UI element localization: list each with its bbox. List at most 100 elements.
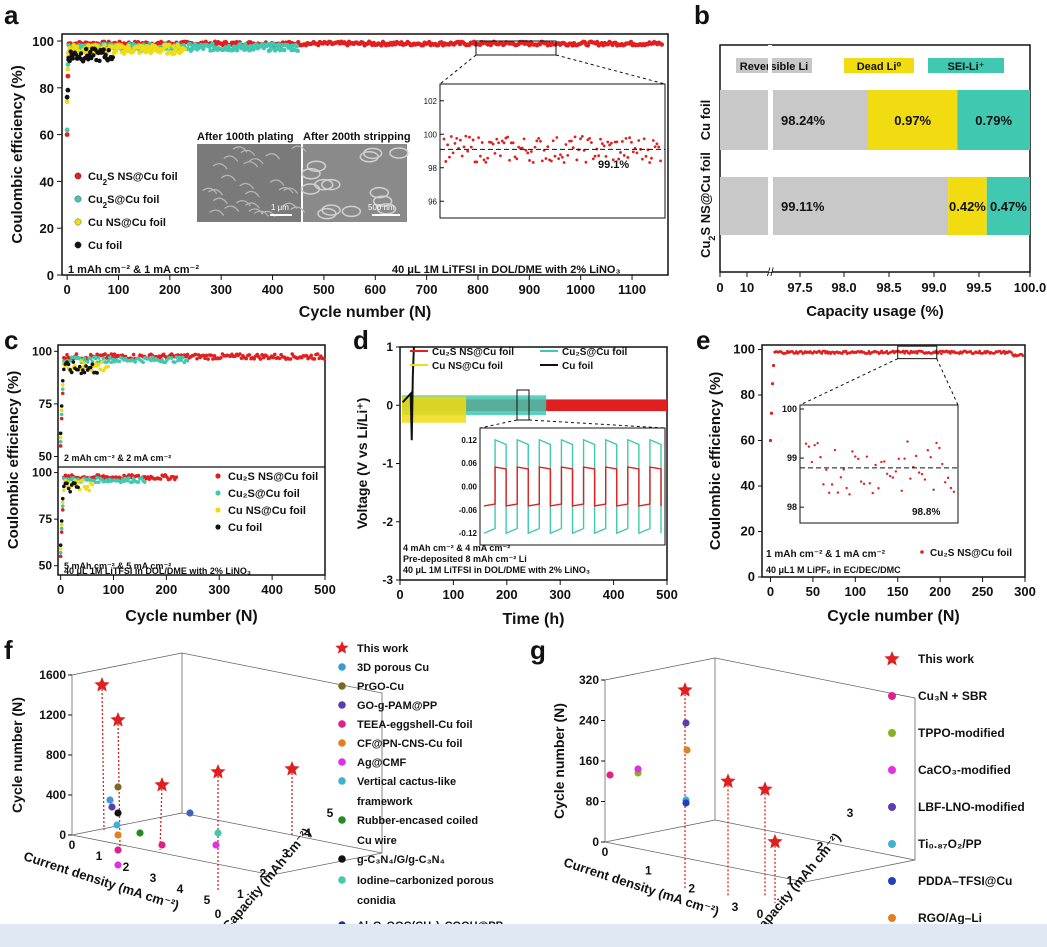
data-point: [1010, 351, 1013, 354]
data-point-3: [76, 368, 80, 372]
plot-frame: [61, 33, 669, 276]
inset-point: [631, 150, 635, 154]
legend-label: Cu NS@Cu foil: [88, 217, 166, 229]
x-tick-label: 97.5: [787, 280, 812, 295]
bar-value-label: 0.42%: [949, 199, 986, 214]
data-point-2: [148, 50, 154, 56]
z-tick-label: 2: [259, 867, 266, 881]
legend-label: Cu₂S NS@Cu foil: [432, 347, 514, 358]
legend-label: Cu2S NS@Cu foil: [88, 171, 178, 187]
inset-tick-label: 0.06: [461, 459, 477, 468]
data-point-this-work: [720, 773, 736, 788]
inset-point: [833, 448, 837, 452]
panel-b: b Reversible Li Dead Li⁰ SEI-Li⁺ // 98.24% 0.…: [690, 0, 1047, 325]
inset-point: [566, 154, 570, 157]
data-point-this-work: [284, 761, 300, 776]
x-tick-label: 1: [645, 863, 652, 877]
y-tick-label: 0: [386, 398, 393, 412]
inset-point: [564, 143, 568, 146]
data-point-0: [60, 508, 65, 512]
condition-right: 40 μL 1M LiTFSI in DOL/DME with 2% LiNO₃: [392, 264, 621, 276]
x-tick-label: 100: [103, 582, 125, 597]
data-point-1: [294, 43, 299, 49]
inset-point: [644, 154, 648, 158]
inset-point: [883, 460, 886, 463]
data-point-2: [64, 99, 70, 105]
inset-point: [491, 142, 495, 146]
legend-marker: [338, 816, 346, 824]
inset-point: [593, 154, 597, 158]
sem-texture: [314, 178, 334, 191]
data-point-1: [101, 356, 106, 361]
y-tick-label: 100: [32, 344, 52, 358]
data-point: [938, 349, 942, 353]
inset-point: [520, 146, 524, 150]
inset-point: [549, 159, 553, 163]
sem-texture: [291, 145, 307, 152]
data-point: [771, 363, 776, 368]
data-point-2: [98, 367, 103, 372]
x-tick-label: 98.0: [831, 280, 856, 295]
inset-point: [497, 141, 500, 145]
data-point-2: [60, 500, 65, 505]
data-point-1: [133, 360, 137, 364]
data-point-ref: [114, 783, 122, 791]
y-tick-label: 50: [39, 559, 53, 573]
x-axis-label: Cycle number (N): [299, 304, 431, 321]
inset-point: [630, 140, 633, 144]
inset-point: [573, 135, 577, 139]
legend-marker: [888, 840, 896, 848]
y-tick-label: 1200: [39, 708, 66, 722]
data-point-3: [88, 49, 93, 55]
data-point-2: [63, 478, 68, 483]
x-tick-label: 300: [208, 582, 230, 597]
sem-texture: [265, 153, 281, 160]
inset-point: [526, 151, 530, 155]
inset-tick-label: 98: [787, 502, 797, 512]
inset-point: [909, 477, 912, 480]
bar-value-label: 98.24%: [781, 113, 826, 128]
y-axis-label: Voltage (V vs Li/Li⁺): [354, 398, 370, 530]
y-tick-label: -1: [382, 457, 393, 471]
zoom-box: [897, 345, 938, 360]
data-point-2: [96, 362, 101, 367]
x-axis-label: Current density (mA cm⁻²): [562, 854, 721, 918]
inset-point: [597, 154, 601, 158]
data-point-0: [659, 42, 665, 47]
data-point-0: [174, 475, 179, 479]
data-point-1: [295, 48, 300, 54]
inset-point: [915, 454, 918, 458]
inset-point: [620, 140, 624, 143]
data-point-this-work: [110, 712, 126, 727]
note-label: 40 μL 1M LiTFSI in DOL/DME with 2% LiNO₃: [403, 565, 590, 575]
data-point-0: [247, 353, 252, 357]
legend-label: CF@PN-CNS-Cu foil: [357, 738, 462, 750]
data-point-1: [139, 476, 144, 480]
inset-point: [888, 474, 892, 478]
inset-point: [588, 136, 591, 140]
data-point: [866, 352, 870, 355]
data-point-2: [101, 368, 106, 373]
legend-marker: [338, 758, 346, 766]
data-point-2: [85, 484, 90, 489]
x-tick-label: 4: [177, 882, 184, 896]
inset-point: [559, 153, 562, 157]
data-point-2: [90, 482, 95, 487]
y-tick-label: 20: [40, 221, 54, 236]
inset-point: [906, 440, 909, 443]
inset-point: [562, 161, 566, 164]
data-point-3: [106, 47, 111, 53]
inset-point: [657, 145, 661, 149]
inset-point: [839, 476, 842, 479]
bar-value-label: 99.11%: [781, 199, 825, 214]
zoom-line: [439, 54, 477, 85]
data-point-3: [110, 55, 116, 60]
zoom-line: [799, 358, 898, 406]
data-point-2: [81, 365, 85, 369]
sem-texture: [282, 202, 298, 209]
data-point-1: [238, 41, 243, 47]
inset-point: [446, 143, 450, 147]
y-tick-label: 20: [741, 524, 755, 539]
bar-reversible-prefix: [720, 177, 768, 235]
note-label: Pre-deposited 8 mAh cm⁻² Li: [403, 554, 527, 564]
